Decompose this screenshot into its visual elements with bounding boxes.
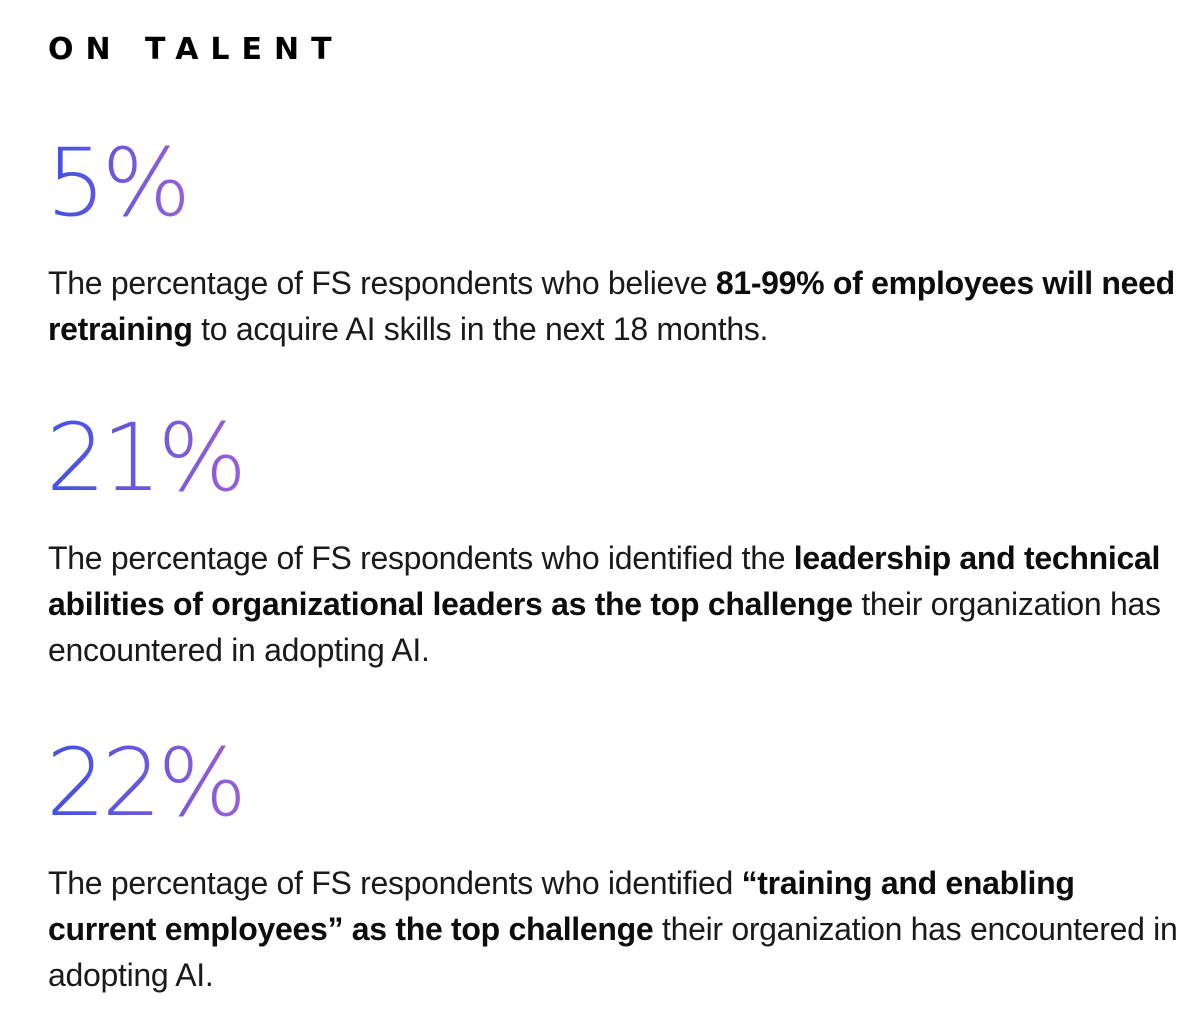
stat-description-prefix: The percentage of FS respondents who ide…	[48, 540, 794, 576]
stat-description: The percentage of FS respondents who ide…	[48, 860, 1186, 998]
stat-block-1: 5% The percentage of FS respondents who …	[46, 130, 1186, 352]
section-title: ON TALENT	[48, 32, 344, 67]
stat-value: 22%	[46, 729, 247, 838]
stat-value: 5%	[46, 129, 191, 238]
stat-description-suffix: to acquire AI skills in the next 18 mont…	[192, 311, 769, 347]
stat-value: 21%	[46, 404, 247, 513]
stat-block-2: 21% The percentage of FS respondents who…	[46, 405, 1186, 673]
stat-block-3: 22% The percentage of FS respondents who…	[46, 730, 1186, 998]
stat-description-prefix: The percentage of FS respondents who bel…	[48, 265, 716, 301]
stat-description-suffix: their organization has encountered in ad…	[48, 586, 1161, 668]
stat-description-suffix: their organization has encountered in ad…	[48, 911, 1178, 993]
stat-description: The percentage of FS respondents who bel…	[48, 260, 1186, 352]
stat-description-highlight: 81-99% of employees will need retraining	[48, 265, 1175, 347]
stat-description-highlight: leadership and technical abilities of or…	[48, 540, 1161, 622]
stat-description: The percentage of FS respondents who ide…	[48, 535, 1186, 673]
stat-description-prefix: The percentage of FS respondents who ide…	[48, 865, 742, 901]
stat-description-highlight: “training and enabling current employees…	[48, 865, 1075, 947]
